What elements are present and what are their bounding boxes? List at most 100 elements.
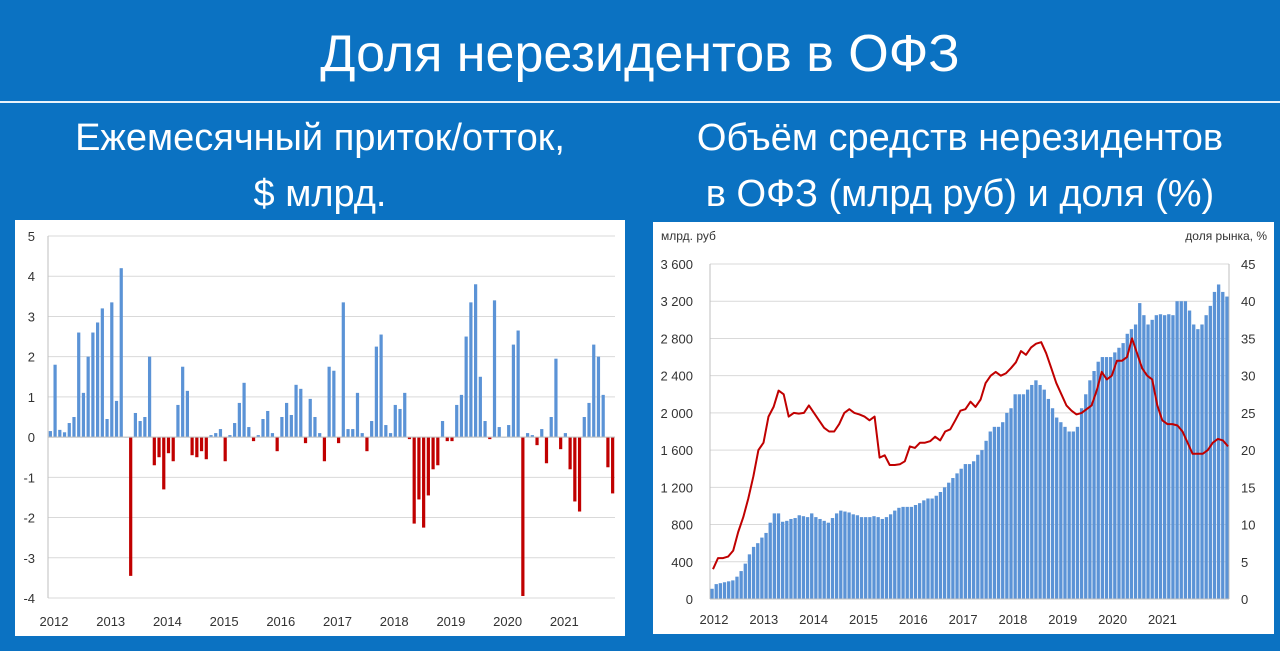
- bar: [1042, 389, 1046, 599]
- bar: [1034, 380, 1038, 599]
- bar: [768, 522, 772, 599]
- bar: [984, 440, 988, 599]
- x-tick-label: 2014: [799, 612, 828, 627]
- bar: [611, 437, 615, 494]
- bar: [789, 518, 793, 599]
- bar: [918, 503, 922, 599]
- y-tick-label: 5: [28, 229, 35, 244]
- x-tick-label: 2013: [96, 614, 125, 629]
- bar: [171, 437, 175, 462]
- bar: [374, 346, 378, 438]
- bar: [346, 429, 350, 438]
- bar: [722, 582, 727, 599]
- bar: [379, 334, 383, 438]
- bar: [1067, 431, 1071, 599]
- bar: [521, 437, 525, 596]
- bar: [275, 437, 279, 452]
- y-right-tick-label: 0: [1241, 592, 1248, 607]
- bar: [48, 431, 52, 438]
- bar: [336, 437, 341, 444]
- share-line: [712, 337, 1229, 570]
- bar: [1109, 357, 1113, 599]
- y-tick-label: 1: [28, 390, 35, 405]
- bar: [1059, 422, 1063, 599]
- bar: [913, 505, 918, 599]
- bar: [909, 506, 914, 599]
- bar: [431, 437, 435, 470]
- x-tick-label: 2017: [949, 612, 978, 627]
- bar: [1021, 394, 1026, 599]
- bar: [1096, 361, 1100, 599]
- bar: [322, 437, 327, 462]
- bar: [888, 514, 893, 599]
- bar: [980, 450, 984, 599]
- bar: [976, 454, 980, 599]
- bar: [478, 376, 482, 438]
- bar: [507, 425, 511, 438]
- bar: [266, 410, 270, 438]
- bar: [801, 516, 806, 599]
- bar: [901, 506, 905, 599]
- bar: [176, 404, 180, 438]
- bar: [834, 513, 839, 599]
- bar: [1063, 426, 1067, 599]
- y-right-tick-label: 35: [1241, 331, 1255, 346]
- bar: [1009, 408, 1013, 599]
- bar: [152, 437, 156, 466]
- bar: [162, 437, 166, 490]
- y-right-tick-label: 15: [1241, 480, 1255, 495]
- bar: [450, 437, 454, 442]
- bar: [868, 517, 872, 599]
- y-tick-label: -1: [23, 470, 35, 485]
- bar: [718, 583, 723, 599]
- bar: [934, 495, 938, 599]
- bar: [859, 517, 864, 599]
- x-tick-label: 2013: [749, 612, 778, 627]
- x-tick-label: 2019: [436, 614, 465, 629]
- bar: [880, 518, 884, 599]
- bar: [143, 417, 147, 438]
- bar: [563, 433, 567, 438]
- bar: [58, 429, 62, 438]
- bar: [67, 423, 71, 438]
- holdings-chart: млрд. руб доля рынка, % 3 600 3 200 2 800 2 4…: [660, 229, 1267, 627]
- bar: [233, 423, 237, 438]
- bar: [1071, 431, 1075, 599]
- bar: [474, 284, 478, 438]
- bar: [785, 520, 789, 599]
- bar: [53, 364, 57, 438]
- bar: [851, 514, 855, 599]
- bar: [72, 417, 76, 438]
- bar: [1196, 329, 1200, 599]
- x-tick-label: 2020: [493, 614, 522, 629]
- bar: [992, 426, 997, 599]
- x-tick-label: 2018: [380, 614, 409, 629]
- bar: [455, 404, 459, 438]
- bar: [129, 437, 133, 576]
- bar: [488, 437, 492, 440]
- y-tick-label: 2: [28, 350, 35, 365]
- bar: [1121, 343, 1125, 599]
- bar: [573, 437, 577, 502]
- bar: [81, 392, 86, 438]
- bar: [1055, 417, 1059, 599]
- bar: [1030, 384, 1034, 599]
- bar: [760, 537, 764, 599]
- bar: [1225, 296, 1229, 599]
- bar: [511, 344, 516, 438]
- x-tick-label: 2016: [899, 612, 928, 627]
- bar: [525, 433, 530, 438]
- bar: [926, 498, 930, 599]
- bar: [587, 402, 591, 438]
- bar: [299, 388, 303, 438]
- bar: [355, 392, 360, 438]
- bar: [492, 300, 497, 438]
- bar: [469, 302, 473, 438]
- y-left-tick-label: 2 000: [660, 406, 693, 421]
- bar: [780, 521, 785, 599]
- bar: [1146, 324, 1150, 599]
- bar: [384, 425, 388, 438]
- bar: [826, 522, 830, 599]
- bar: [285, 402, 289, 438]
- x-tick-label: 2019: [1048, 612, 1077, 627]
